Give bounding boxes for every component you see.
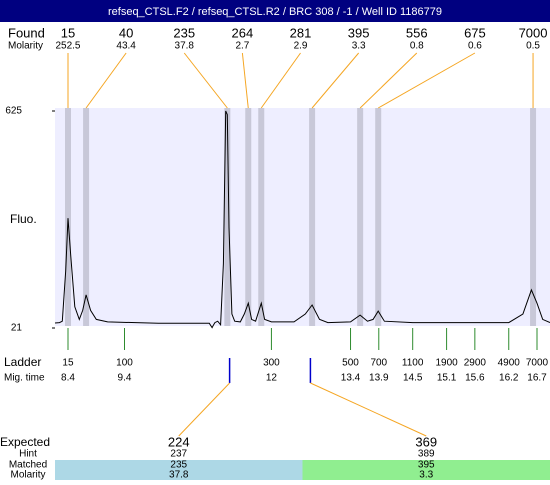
peak-band — [65, 108, 71, 326]
molarity-label: Molarity — [8, 41, 43, 52]
ladder-time: 12 — [266, 373, 278, 384]
found-label: Found — [8, 25, 45, 40]
y-label: Fluo. — [10, 212, 37, 226]
peak-connector — [312, 53, 359, 108]
found-molarity: 0.5 — [526, 41, 540, 52]
y-tick-label: 21 — [11, 323, 23, 334]
expected-label: Expected — [0, 435, 50, 449]
found-size: 556 — [406, 25, 428, 40]
ladder-size: 300 — [263, 358, 280, 369]
found-molarity: 2.9 — [294, 41, 308, 52]
expected-molarity: 3.3 — [419, 470, 433, 480]
ladder-time: 8.4 — [61, 373, 75, 384]
found-size: 15 — [61, 25, 75, 40]
peak-connector — [86, 53, 126, 108]
ladder-time: 14.5 — [403, 373, 423, 384]
found-molarity: 37.8 — [175, 41, 195, 52]
expected-connector — [179, 383, 230, 436]
found-size: 264 — [232, 25, 254, 40]
ladder-size: 15 — [62, 358, 74, 369]
ladder-time: 9.4 — [118, 373, 132, 384]
peak-band — [245, 108, 251, 326]
peak-connector — [242, 53, 248, 108]
ladder-time: 13.9 — [369, 373, 389, 384]
expected-connector — [310, 383, 426, 436]
peak-band — [83, 108, 89, 326]
found-size: 281 — [290, 25, 312, 40]
peak-band — [357, 108, 363, 326]
mig-time-label: Mig. time — [4, 373, 45, 384]
ladder-size: 2900 — [464, 358, 487, 369]
peak-band — [375, 108, 381, 326]
ladder-size: 1900 — [435, 358, 458, 369]
found-molarity: 3.3 — [352, 41, 366, 52]
peak-connector — [261, 53, 300, 108]
found-molarity: 252.5 — [55, 41, 80, 52]
found-size: 40 — [119, 25, 133, 40]
found-molarity: 0.8 — [410, 41, 424, 52]
found-size: 395 — [348, 25, 370, 40]
peak-connector — [360, 53, 417, 108]
ladder-size: 7000 — [526, 358, 549, 369]
exp-molarity-label: Molarity — [10, 470, 45, 480]
ladder-size: 700 — [370, 358, 387, 369]
found-molarity: 43.4 — [116, 41, 136, 52]
title: refseq_CTSL.F2 / refseq_CTSL.R2 / BRC 30… — [108, 6, 442, 18]
y-tick-label: 625 — [5, 106, 22, 117]
ladder-label: Ladder — [4, 355, 41, 369]
ladder-size: 1100 — [402, 358, 424, 369]
expected-size: 224 — [168, 434, 190, 449]
ladder-size: 100 — [116, 358, 133, 369]
found-size: 235 — [173, 25, 195, 40]
ladder-time: 16.2 — [499, 373, 519, 384]
hint-label: Hint — [19, 449, 37, 460]
peak-connector — [378, 53, 475, 108]
ladder-time: 15.1 — [437, 373, 457, 384]
found-size: 7000 — [519, 25, 548, 40]
ladder-size: 4900 — [498, 358, 521, 369]
ladder-time: 16.7 — [527, 373, 547, 384]
peak-band — [258, 108, 264, 326]
expected-hint: 237 — [170, 449, 187, 460]
peak-band — [309, 108, 315, 326]
ladder-time: 15.6 — [465, 373, 485, 384]
found-molarity: 2.7 — [235, 41, 249, 52]
ladder-time: 13.4 — [341, 373, 361, 384]
found-molarity: 0.6 — [468, 41, 482, 52]
expected-size: 369 — [415, 434, 437, 449]
plot-area — [55, 108, 550, 326]
ladder-size: 500 — [342, 358, 359, 369]
expected-molarity: 37.8 — [169, 470, 189, 480]
expected-hint: 389 — [418, 449, 435, 460]
peak-connector — [184, 53, 227, 108]
found-size: 675 — [464, 25, 486, 40]
